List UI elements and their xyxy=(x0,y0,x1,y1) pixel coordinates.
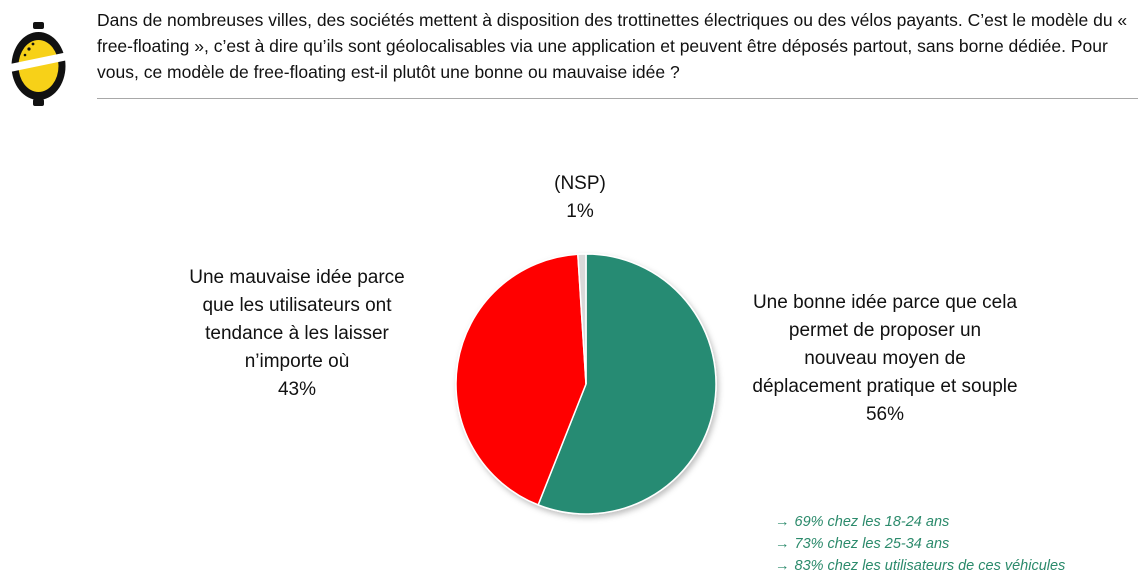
slice-label-good-idea-text: Une bonne idée parce que cela permet de … xyxy=(752,292,1018,397)
note-text: 83% chez les utilisateurs de ces véhicul… xyxy=(794,558,1066,574)
slice-label-bad-idea-text: Une mauvaise idée parce que les utilisat… xyxy=(189,267,405,372)
survey-question: Dans de nombreuses villes, des sociétés … xyxy=(97,10,1128,82)
arrow-right-icon: → xyxy=(775,536,790,552)
slice-label-good-idea-value: 56% xyxy=(865,404,905,425)
pie-slice-good-idea xyxy=(537,253,717,515)
header-divider xyxy=(97,98,1138,99)
slice-label-bad-idea: Une mauvaise idée parce que les utilisat… xyxy=(172,264,422,404)
pie-slice-nsp xyxy=(577,253,587,385)
note-text: 69% chez les 18-24 ans xyxy=(794,514,950,530)
arrow-right-icon: → xyxy=(775,558,790,574)
slice-label-nsp-value: 1% xyxy=(566,201,594,222)
slice-label-nsp: (NSP) 1% xyxy=(520,170,640,226)
note-line: → 73% chez les 25-34 ans xyxy=(775,533,1065,555)
slice-label-nsp-text: (NSP) xyxy=(554,173,606,194)
slice-label-good-idea: Une bonne idée parce que cela permet de … xyxy=(752,289,1018,429)
age-breakdown-notes: → 69% chez les 18-24 ans → 73% chez les 25… xyxy=(775,511,1065,577)
note-line: → 83% chez les utilisateurs de ces véhicu… xyxy=(775,555,1065,577)
arrow-right-icon: → xyxy=(775,514,790,530)
pie-slice-bad-idea xyxy=(455,253,587,506)
slice-label-bad-idea-value: 43% xyxy=(277,379,317,400)
note-line: → 69% chez les 18-24 ans xyxy=(775,511,1065,533)
lemon-logo-icon xyxy=(10,22,68,106)
note-text: 73% chez les 25-34 ans xyxy=(794,536,950,552)
